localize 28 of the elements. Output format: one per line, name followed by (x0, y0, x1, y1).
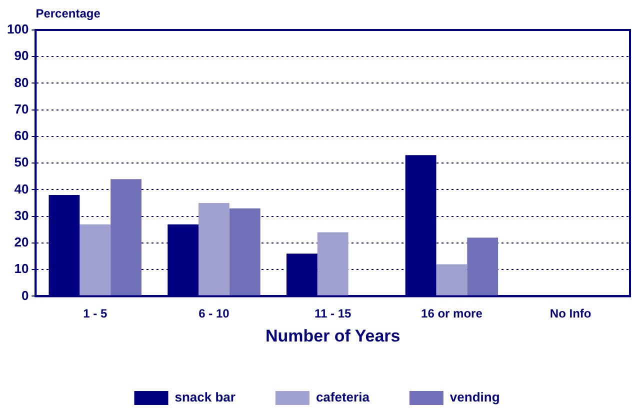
bar (317, 232, 348, 296)
bar (467, 238, 498, 296)
y-tick-label: 60 (14, 128, 29, 144)
y-tick-label: 70 (14, 101, 29, 116)
bar (436, 264, 468, 296)
y-tick-label: 90 (14, 48, 29, 64)
legend-label: snack bar (174, 390, 236, 405)
x-tick-label: No Info (550, 306, 592, 321)
y-tick-label: 50 (14, 154, 29, 170)
bar (110, 179, 142, 296)
x-axis-title: Number of Years (265, 326, 400, 346)
y-tick-label: 80 (14, 74, 29, 90)
y-tick-label: 40 (14, 181, 29, 196)
y-tick-label: 0 (21, 288, 29, 303)
bar (229, 208, 260, 296)
y-tick-label: 10 (14, 261, 29, 276)
legend-label: vending (450, 390, 500, 405)
y-axis-title: Percentage (36, 6, 101, 20)
bar (198, 203, 230, 296)
bar (80, 224, 111, 296)
x-tick-label: 6 - 10 (198, 306, 230, 321)
x-tick-label: 16 or more (421, 306, 483, 321)
y-tick-label: 100 (6, 22, 29, 37)
y-tick-label: 30 (14, 208, 29, 223)
y-tick-label: 20 (14, 234, 29, 250)
x-tick-label: 1 - 5 (83, 306, 108, 321)
legend-label: cafeteria (316, 390, 370, 405)
x-tick-label: 11 - 15 (314, 306, 352, 321)
